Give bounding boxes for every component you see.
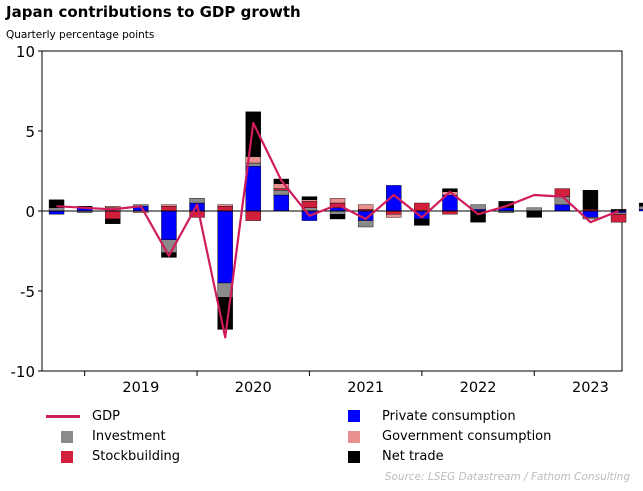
y-tick-label: -5 (20, 283, 35, 301)
bar-government (329, 197, 346, 204)
source-note: Source: LSEG Datastream / Fathom Consult… (384, 471, 630, 483)
bar-nettrade (414, 218, 430, 226)
bar-nettrade (638, 202, 643, 207)
bar-investment (638, 205, 643, 210)
bar-investment (273, 189, 290, 196)
bar-nettrade (48, 199, 65, 209)
chart-subtitle: Quarterly percentage points (6, 29, 155, 41)
bar-government (386, 213, 402, 218)
bar-stockbuilding (105, 210, 121, 220)
bar-private (273, 194, 290, 212)
bar-stockbuilding (414, 202, 430, 212)
bar-private (161, 210, 177, 240)
bar-private (245, 165, 261, 212)
bar-stockbuilding (161, 205, 177, 212)
bar-stockbuilding (217, 205, 233, 212)
gdp-line (56, 121, 620, 339)
bar-investment (357, 220, 374, 228)
bar-government (301, 199, 318, 202)
y-tick-label: 5 (25, 123, 35, 141)
bar-government (357, 204, 374, 210)
bar-stockbuilding (610, 213, 627, 223)
bar-investment (189, 197, 205, 204)
bar-nettrade (301, 196, 318, 201)
bar-nettrade (498, 201, 514, 208)
x-tick-label: 2022 (460, 380, 497, 396)
bar-stockbuilding (301, 201, 318, 208)
bar-nettrade (329, 213, 346, 220)
bar-government (217, 204, 233, 207)
x-tick-label: 2023 (572, 380, 609, 396)
x-tick-label: 2021 (347, 380, 384, 396)
bar-government (105, 205, 121, 208)
chart-title: Japan contributions to GDP growth (6, 3, 301, 21)
bar-stockbuilding (245, 210, 261, 221)
x-tick-label: 2019 (122, 380, 159, 396)
bar-private (638, 209, 643, 212)
bar-private (217, 210, 233, 284)
bar-government (161, 204, 177, 207)
bar-nettrade (582, 189, 599, 210)
bar-private (554, 204, 571, 212)
bar-nettrade (526, 210, 542, 218)
y-tick-label: -10 (11, 363, 36, 381)
y-tick-label: 10 (16, 43, 35, 61)
y-tick-label: 0 (25, 203, 35, 221)
bar-nettrade (105, 218, 121, 225)
x-tick-label: 2020 (235, 380, 272, 396)
